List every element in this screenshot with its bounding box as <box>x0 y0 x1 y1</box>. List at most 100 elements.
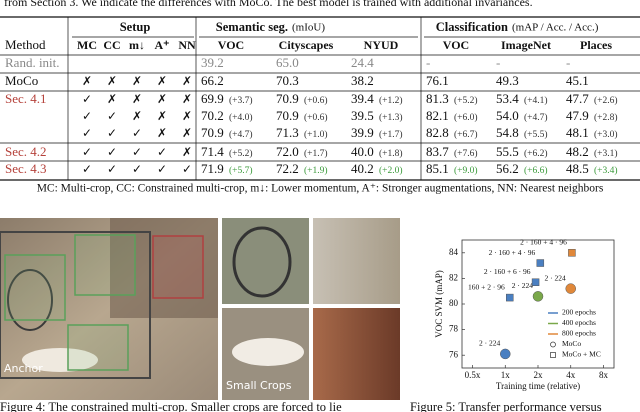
column-header: m↓ <box>129 38 145 52</box>
result-delta: (+5.5) <box>524 129 548 140</box>
setup-mark: ✓ <box>107 109 117 123</box>
result-delta: (+6.2) <box>524 148 548 159</box>
setup-mark: ✓ <box>107 126 117 140</box>
crop-box <box>74 234 136 296</box>
result-value: 39.9 <box>351 125 374 140</box>
result-delta: (+5.2) <box>454 95 478 106</box>
setup-mark: ✗ <box>182 126 192 140</box>
x-tick-label: 1x <box>501 370 511 380</box>
caption: Figure 4: The constrained multi-crop. Sm… <box>0 400 342 412</box>
y-tick-label: 78 <box>449 324 459 334</box>
crop-photo <box>222 218 309 304</box>
group-header: Setup <box>120 20 151 34</box>
setup-mark: ✗ <box>182 145 192 159</box>
setup-mark: ✗ <box>157 109 167 123</box>
result-value: 24.4 <box>351 55 374 70</box>
result-delta: (+4.0) <box>229 112 253 123</box>
result-value: 56.2 <box>496 161 519 176</box>
result-value: 65.0 <box>276 55 299 70</box>
result-delta: (+1.7) <box>379 129 403 140</box>
result-delta: (+3.4) <box>594 165 618 176</box>
setup-mark: ✗ <box>157 74 167 88</box>
setup-mark: ✗ <box>157 126 167 140</box>
result-delta: (+2.0) <box>379 165 403 176</box>
setup-mark: ✓ <box>132 126 142 140</box>
figure-4: Anchor Small Crops Figure 4: The constra… <box>0 218 400 412</box>
setup-mark: ✓ <box>132 162 142 176</box>
point <box>500 348 511 360</box>
bike-wheel <box>232 226 292 298</box>
result-value: 38.2 <box>351 73 374 88</box>
result-value: 47.7 <box>566 91 589 106</box>
y-tick-label: 76 <box>449 349 459 359</box>
setup-mark: ✗ <box>182 74 192 88</box>
point-label: 2 · 160 + 4 · 96 <box>489 248 536 257</box>
result-delta: (+7.6) <box>454 148 478 159</box>
result-value: 54.8 <box>496 125 519 140</box>
point <box>568 249 576 257</box>
result-value: 48.1 <box>566 125 589 140</box>
result-value: 70.9 <box>201 125 224 140</box>
result-value: 70.3 <box>276 73 299 88</box>
result-delta: (+9.0) <box>454 165 478 176</box>
column-header: VOC <box>443 38 469 52</box>
result-delta: (+6.7) <box>454 129 478 140</box>
setup-mark: ✗ <box>107 74 117 88</box>
image-label: Small Crops <box>226 379 292 392</box>
legend-swatch <box>550 341 556 348</box>
result-delta: (+4.7) <box>229 129 253 140</box>
x-axis-label: Training time (relative) <box>496 381 580 391</box>
result-delta: (+3.1) <box>594 148 618 159</box>
group-unit: (mIoU) <box>292 22 325 34</box>
result-value: 70.9 <box>276 91 299 106</box>
method-name: MoCo <box>5 73 38 88</box>
method-name: Sec. 4.1 <box>5 91 47 106</box>
group-header: Classification <box>436 20 508 34</box>
result-delta: (+0.6) <box>304 112 328 123</box>
result-value: 48.2 <box>566 144 589 159</box>
point-label: 2 · 224 <box>512 281 533 290</box>
result-delta: (+1.8) <box>379 148 403 159</box>
result-value: 53.4 <box>496 91 519 106</box>
legend-label: MoCo + MC <box>562 350 601 359</box>
result-delta: (+5.2) <box>229 148 253 159</box>
result-value: 45.1 <box>566 73 589 88</box>
method-name: Rand. init. <box>5 55 60 70</box>
setup-mark: ✓ <box>157 145 167 159</box>
result-value: 48.5 <box>566 161 589 176</box>
result-value: 66.2 <box>201 73 224 88</box>
result-value: 71.3 <box>276 125 299 140</box>
caption: Figure 5: Transfer performance versus <box>410 400 602 412</box>
column-header: MC <box>77 38 97 52</box>
column-header: Places <box>580 38 612 52</box>
setup-mark: ✓ <box>107 145 117 159</box>
result-delta: (+1.7) <box>304 148 328 159</box>
column-header: VOC <box>218 38 244 52</box>
point-label: 2 · 224 <box>479 339 500 348</box>
image-label: Anchor <box>4 362 43 375</box>
setup-mark: ✓ <box>82 162 92 176</box>
y-tick-label: 84 <box>449 247 459 257</box>
column-header: NYUD <box>364 38 399 52</box>
setup-mark: ✗ <box>107 92 117 106</box>
result-delta: (+6.0) <box>454 112 478 123</box>
crop-box <box>67 324 129 371</box>
result-delta: (+1.0) <box>304 129 328 140</box>
setup-mark: ✓ <box>132 145 142 159</box>
point-label: 160 + 2 · 96 <box>468 282 505 291</box>
result-delta: (+1.3) <box>379 112 403 123</box>
dog <box>232 338 304 366</box>
column-header: ImageNet <box>501 38 551 52</box>
point-label: 2 · 160 + 6 · 96 <box>484 267 531 276</box>
point <box>531 278 540 286</box>
result-value: 81.3 <box>426 91 449 106</box>
result-value: - <box>566 55 570 70</box>
x-tick-label: 0.5x <box>465 370 481 380</box>
y-tick-label: 80 <box>449 298 459 308</box>
result-value: 82.1 <box>426 108 449 123</box>
result-delta: (+2.8) <box>594 112 618 123</box>
result-delta: (+2.6) <box>594 95 618 106</box>
result-value: 72.2 <box>276 161 299 176</box>
legend-label: 200 epochs <box>562 308 596 317</box>
crop-photo <box>313 308 400 400</box>
